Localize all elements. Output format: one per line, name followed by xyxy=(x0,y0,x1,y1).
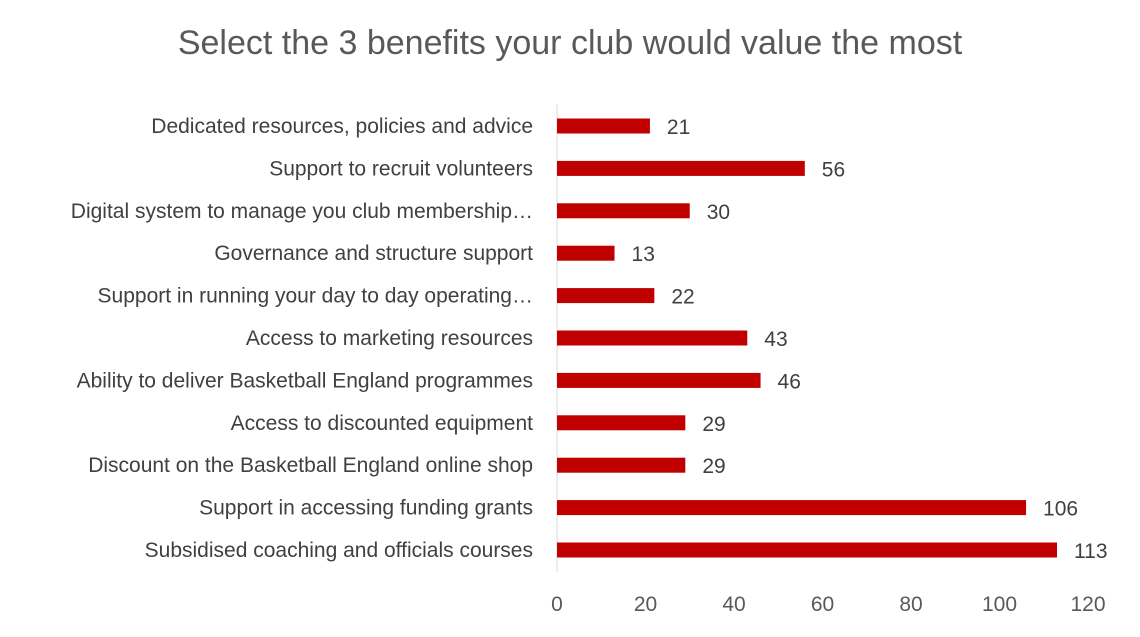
category-label: Dedicated resources, policies and advice xyxy=(151,115,533,138)
data-label: 30 xyxy=(707,201,730,224)
bar xyxy=(557,118,650,134)
data-label: 106 xyxy=(1043,498,1078,521)
data-label: 13 xyxy=(632,243,655,266)
bar xyxy=(557,288,655,304)
data-label: 29 xyxy=(702,455,725,478)
category-label: Support in accessing funding grants xyxy=(199,497,533,520)
category-label: Ability to deliver Basketball England pr… xyxy=(77,369,533,392)
category-label: Governance and structure support xyxy=(214,242,533,265)
category-label: Access to marketing resources xyxy=(246,327,533,350)
x-tick-label: 20 xyxy=(634,593,657,616)
bar xyxy=(557,500,1027,516)
bar xyxy=(557,245,615,261)
category-label: Access to discounted equipment xyxy=(231,412,534,435)
bars-layer xyxy=(557,118,1058,558)
data-label: 22 xyxy=(671,286,694,309)
category-label: Discount on the Basketball England onlin… xyxy=(88,454,533,477)
data-labels: 21 56 30 13 22 43 46 29 29 106 113 xyxy=(632,116,1108,563)
data-label: 21 xyxy=(667,116,690,139)
x-tick-label: 120 xyxy=(1070,593,1105,616)
x-tick-label: 0 xyxy=(551,593,563,616)
data-label: 43 xyxy=(764,328,787,351)
bar xyxy=(557,415,686,431)
category-label: Support in running your day to day opera… xyxy=(98,285,533,308)
data-label: 56 xyxy=(822,158,845,181)
data-label: 46 xyxy=(778,370,801,393)
bar xyxy=(557,160,805,176)
x-tick-label: 60 xyxy=(811,593,834,616)
bar xyxy=(557,542,1058,558)
bar xyxy=(557,372,761,388)
category-labels: Dedicated resources, policies and advice… xyxy=(71,115,533,562)
bar xyxy=(557,330,748,346)
category-label: Digital system to manage you club member… xyxy=(71,200,533,223)
x-tick-label: 80 xyxy=(899,593,922,616)
x-axis-ticks: 0 20 40 60 80 100 120 xyxy=(551,593,1105,616)
x-tick-label: 100 xyxy=(982,593,1017,616)
data-label: 113 xyxy=(1074,540,1107,563)
category-label: Subsidised coaching and officials course… xyxy=(145,539,533,562)
x-tick-label: 40 xyxy=(722,593,745,616)
category-label: Support to recruit volunteers xyxy=(269,157,533,180)
bar xyxy=(557,457,686,473)
bar xyxy=(557,203,690,219)
chart-title: Select the 3 benefits your club would va… xyxy=(177,24,963,62)
data-label: 29 xyxy=(702,413,725,436)
